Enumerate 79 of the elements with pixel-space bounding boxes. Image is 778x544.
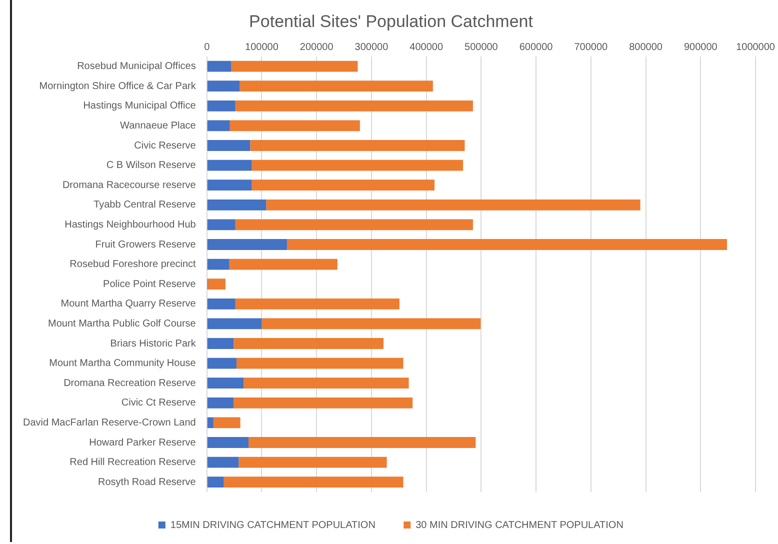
bar (235, 100, 473, 112)
bar (207, 318, 262, 330)
bar (207, 258, 230, 270)
x-tick-label: 900000 (684, 42, 718, 54)
bar (240, 80, 433, 92)
bar (213, 417, 240, 428)
bar (238, 456, 387, 468)
y-tick-label: Civic Ct Reserve (121, 398, 196, 409)
bar (235, 219, 473, 230)
bar (208, 278, 226, 290)
legend-label: 15MIN DRIVING CATCHMENT POPULATION (170, 520, 376, 531)
y-tick-label: Civic Reserve (134, 140, 196, 152)
bar (207, 239, 287, 250)
x-tick-label: 700000 (574, 42, 608, 54)
bar (234, 338, 384, 349)
bar (207, 358, 236, 369)
y-tick-label: Rosyth Road Reserve (98, 476, 196, 488)
bar (207, 140, 250, 151)
y-tick-label: Dromana Recreation Reserve (64, 378, 196, 389)
bar (230, 120, 360, 132)
bar (252, 160, 464, 171)
bar (207, 80, 240, 92)
bar (244, 378, 409, 389)
y-tick-label: Rosebud Municipal Offices (77, 61, 196, 72)
bar (207, 180, 252, 191)
bar (266, 199, 640, 210)
x-tick-label: 1000000 (736, 42, 776, 54)
x-tick-label: 300000 (354, 42, 389, 54)
y-tick-label: Rosebud Foreshore precinct (70, 259, 196, 270)
bar (207, 378, 244, 389)
bar (207, 476, 224, 488)
bar (236, 358, 404, 369)
x-tick-label: 0 (204, 42, 210, 54)
bar (230, 60, 358, 72)
bar (207, 397, 234, 408)
x-tick-label: 500000 (464, 42, 498, 54)
x-tick-label: 200000 (300, 42, 334, 54)
bar (207, 456, 239, 468)
y-tick-label: David MacFarlan Reserve-Crown Land (22, 417, 196, 428)
bar (207, 437, 249, 448)
bar (207, 298, 236, 310)
y-tick-label: C B Wilson Reserve (106, 160, 196, 172)
bar (229, 258, 338, 270)
x-tick-label: 400000 (410, 42, 444, 54)
bar (207, 417, 214, 428)
bar (207, 120, 230, 132)
y-tick-label: Briars Historic Park (110, 338, 197, 350)
bar (207, 219, 236, 230)
x-tick-label: 100000 (245, 42, 279, 54)
y-tick-label: Tyabb Central Reserve (94, 200, 196, 211)
y-tick-label: Fruit Growers Reserve (95, 239, 196, 250)
legend-label: 30 MIN DRIVING CATCHMENT POPULATION (416, 520, 624, 531)
bar (234, 397, 413, 408)
y-tick-label: Mornington Shire Office & Car Park (39, 80, 197, 92)
y-tick-label: Mount Martha Quarry Reserve (60, 298, 196, 310)
y-tick-label: Hastings Neighbourhood Hub (64, 219, 196, 230)
y-tick-label: Police Point Reserve (103, 278, 196, 290)
bar (224, 476, 404, 488)
bar (207, 160, 252, 171)
bar (207, 338, 234, 349)
y-tick-label: Red Hill Recreation Reserve (70, 457, 196, 468)
y-tick-label: Mount Martha Community House (49, 358, 196, 370)
bar (250, 140, 465, 151)
bar (248, 437, 476, 448)
y-tick-label: Mount Martha Public Golf Course (48, 318, 196, 330)
y-tick-label: Wannaeue Place (120, 120, 196, 132)
bar (207, 199, 266, 210)
bar (252, 180, 435, 191)
x-tick-label: 600000 (519, 42, 554, 54)
bar (262, 318, 481, 330)
bar (207, 100, 236, 112)
bar (235, 298, 400, 310)
y-tick-label: Howard Parker Reserve (89, 437, 196, 448)
bar (286, 239, 728, 250)
bar (207, 60, 231, 72)
x-tick-label: 800000 (629, 42, 663, 54)
y-tick-label: Hastings Municipal Office (83, 100, 196, 112)
chart-title: Potential Sites' Population Catchment (249, 12, 534, 31)
y-tick-label: Dromana Racecourse reserve (62, 180, 196, 191)
